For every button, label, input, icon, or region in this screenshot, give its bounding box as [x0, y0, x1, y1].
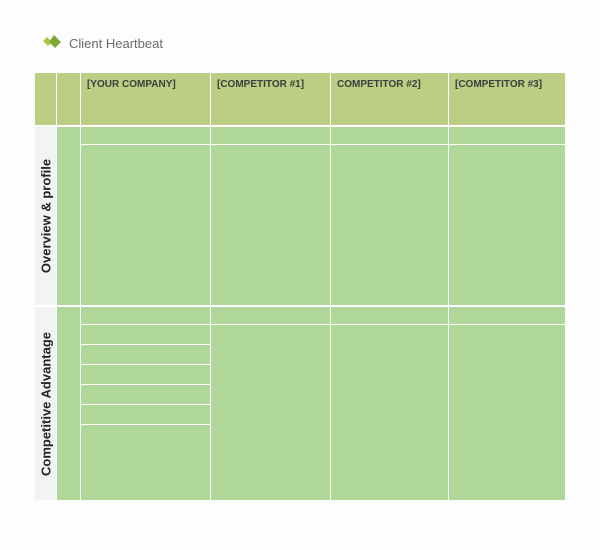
table-row: [81, 307, 565, 325]
table-row: [81, 127, 565, 145]
table-cell: [331, 145, 449, 305]
table-cell: [449, 325, 565, 500]
table-cell: [331, 127, 449, 144]
table-row: [81, 145, 565, 305]
header-spacer: [57, 73, 81, 125]
section-body: [81, 127, 565, 305]
table-cell: [211, 145, 331, 305]
table-row: [81, 325, 565, 500]
table-cell: [211, 307, 331, 324]
table-cell: [449, 145, 565, 305]
column-header: [COMPETITOR #3]: [449, 73, 565, 125]
header-spacer: [35, 73, 57, 125]
table-cell: [81, 325, 211, 500]
section-label: Competitive Advantage: [35, 307, 57, 500]
table-cell: [81, 127, 211, 144]
heartbeat-icon: [43, 35, 63, 51]
brand-header: Client Heartbeat: [43, 35, 565, 51]
table-cell: [331, 307, 449, 324]
column-header: [COMPETITOR #1]: [211, 73, 331, 125]
column-header: COMPETITOR #2]: [331, 73, 449, 125]
column-header: [YOUR COMPANY]: [81, 73, 211, 125]
table-cell: [211, 127, 331, 144]
rule-line: [81, 405, 210, 425]
table-header-row: [YOUR COMPANY] [COMPETITOR #1] COMPETITO…: [35, 73, 565, 125]
rule-line: [81, 325, 210, 345]
table-cell: [211, 325, 331, 500]
rule-line: [81, 365, 210, 385]
section-spacer: [57, 127, 81, 305]
table-cell: [81, 145, 211, 305]
section-overview: Overview & profile: [35, 125, 565, 305]
section-spacer: [57, 307, 81, 500]
rule-line: [81, 425, 210, 500]
section-label-text: Overview & profile: [38, 159, 53, 273]
comparison-table: [YOUR COMPANY] [COMPETITOR #1] COMPETITO…: [35, 73, 565, 500]
rule-line: [81, 345, 210, 365]
table-cell: [81, 307, 211, 324]
table-cell: [331, 325, 449, 500]
brand-name: Client Heartbeat: [69, 36, 163, 51]
table-cell-group: [211, 325, 565, 500]
table-cell: [449, 307, 565, 324]
section-label: Overview & profile: [35, 127, 57, 305]
section-label-text: Competitive Advantage: [38, 332, 53, 476]
table-cell: [449, 127, 565, 144]
rule-line: [81, 385, 210, 405]
section-body: [81, 307, 565, 500]
section-competitive-advantage: Competitive Advantage: [35, 305, 565, 500]
